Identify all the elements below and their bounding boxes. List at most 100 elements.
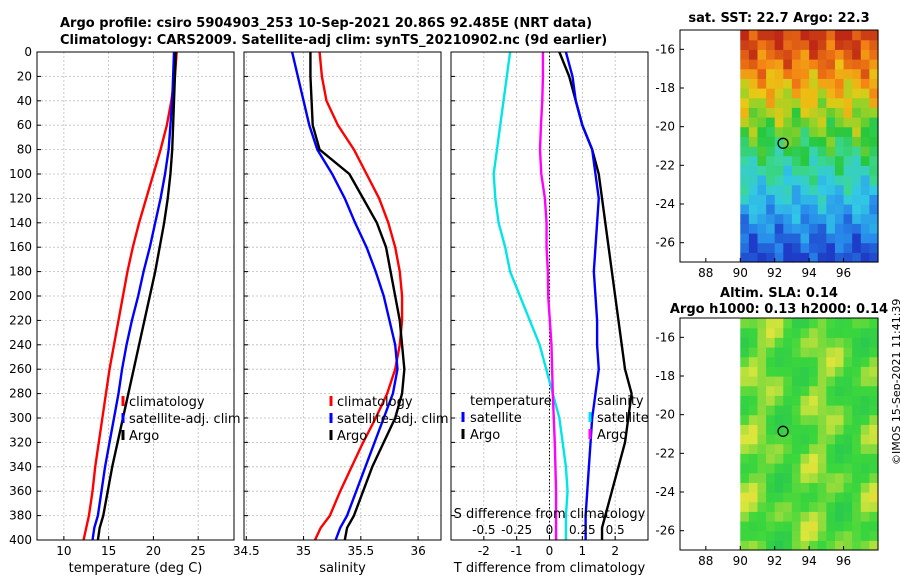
map-cell [740, 107, 750, 118]
map-cell [791, 492, 802, 503]
map-cell [748, 327, 759, 338]
map-cell [791, 318, 802, 329]
map-cell [860, 242, 870, 253]
map-cell [834, 434, 845, 445]
map-cell [869, 204, 879, 215]
map-cell [774, 78, 784, 89]
map-cell [843, 39, 853, 50]
map-cell [757, 453, 767, 464]
map-cell [817, 175, 827, 186]
map-cell [800, 213, 810, 224]
map-cell [852, 405, 862, 416]
map-cell [869, 327, 879, 338]
map-cell [843, 252, 853, 263]
map-cell [809, 204, 819, 215]
map-cell [852, 39, 862, 50]
map-cell [843, 146, 853, 157]
map-cell [774, 175, 784, 186]
legend-label: Argo [337, 429, 367, 444]
map-cell [843, 405, 853, 416]
map-cell [748, 347, 759, 358]
map-cell [860, 68, 870, 79]
map-cell [843, 376, 853, 387]
map-cell [791, 155, 802, 166]
map-cell [740, 443, 750, 454]
map-cell [826, 252, 836, 263]
map-cell [766, 443, 776, 454]
map-cell [748, 395, 759, 406]
map-cell [809, 97, 819, 108]
map-cell [748, 414, 759, 425]
map-cell [843, 184, 853, 195]
map-cell [869, 424, 879, 435]
map-cell [817, 78, 827, 89]
map-cell [817, 530, 827, 541]
map-cell [766, 376, 776, 387]
map-cell [740, 511, 750, 522]
map-cell [783, 530, 793, 541]
map-cell [817, 204, 827, 215]
map-cell [817, 194, 827, 205]
map-cell [869, 184, 879, 195]
map-cell [748, 511, 759, 522]
map-cell [843, 511, 853, 522]
map-cell [843, 530, 853, 541]
map-cell [869, 376, 879, 387]
map-cell [757, 88, 767, 99]
map-cell [800, 530, 810, 541]
map-cell [869, 97, 879, 108]
map-cell [860, 376, 870, 387]
map-cell [791, 39, 802, 50]
map-cell [834, 194, 845, 205]
map-cell [834, 482, 845, 493]
map-cell [740, 146, 750, 157]
map-cell [748, 39, 759, 50]
map-cell [757, 155, 767, 166]
map-cell [826, 213, 836, 224]
map-cell [809, 453, 819, 464]
map-cell [740, 175, 750, 186]
map-cell [740, 30, 750, 41]
map-cell [817, 242, 827, 253]
map-cell [791, 68, 802, 79]
map-cell [800, 356, 810, 367]
map-cell [800, 194, 810, 205]
y-tick-label: 140 [9, 216, 32, 230]
map-cell [834, 327, 845, 338]
map-cell [791, 223, 802, 234]
map-cell [834, 39, 845, 50]
map-cell [852, 146, 862, 157]
legend-label: satellite-adj. clim [337, 412, 449, 427]
map-cell [860, 395, 870, 406]
map-cell [783, 49, 793, 60]
map-cell [869, 155, 879, 166]
map-cell [834, 385, 845, 396]
map-cell [860, 136, 870, 147]
map-cell [748, 385, 759, 396]
map-cell [809, 68, 819, 79]
map-cell [843, 327, 853, 338]
y-tick-label: 100 [9, 167, 32, 181]
map-cell [869, 213, 879, 224]
map-cell [757, 385, 767, 396]
map-cell [774, 443, 784, 454]
map-cell [783, 126, 793, 137]
map-cell [774, 252, 784, 263]
map-cell [766, 472, 776, 483]
map-cell [774, 318, 784, 329]
map-cell [791, 117, 802, 128]
map-cell [740, 405, 750, 416]
map-cell [766, 233, 776, 244]
map-cell [817, 376, 827, 387]
map-cell [860, 366, 870, 377]
map-cell [826, 155, 836, 166]
map-cell [783, 318, 793, 329]
map-cell [783, 443, 793, 454]
map-cell [766, 175, 776, 186]
map-cell [817, 30, 827, 41]
map-cell [834, 97, 845, 108]
map-cell [843, 194, 853, 205]
x-tick-label: 92 [767, 554, 782, 568]
s-tick-label: 0 [546, 523, 554, 537]
map-cell [843, 88, 853, 99]
